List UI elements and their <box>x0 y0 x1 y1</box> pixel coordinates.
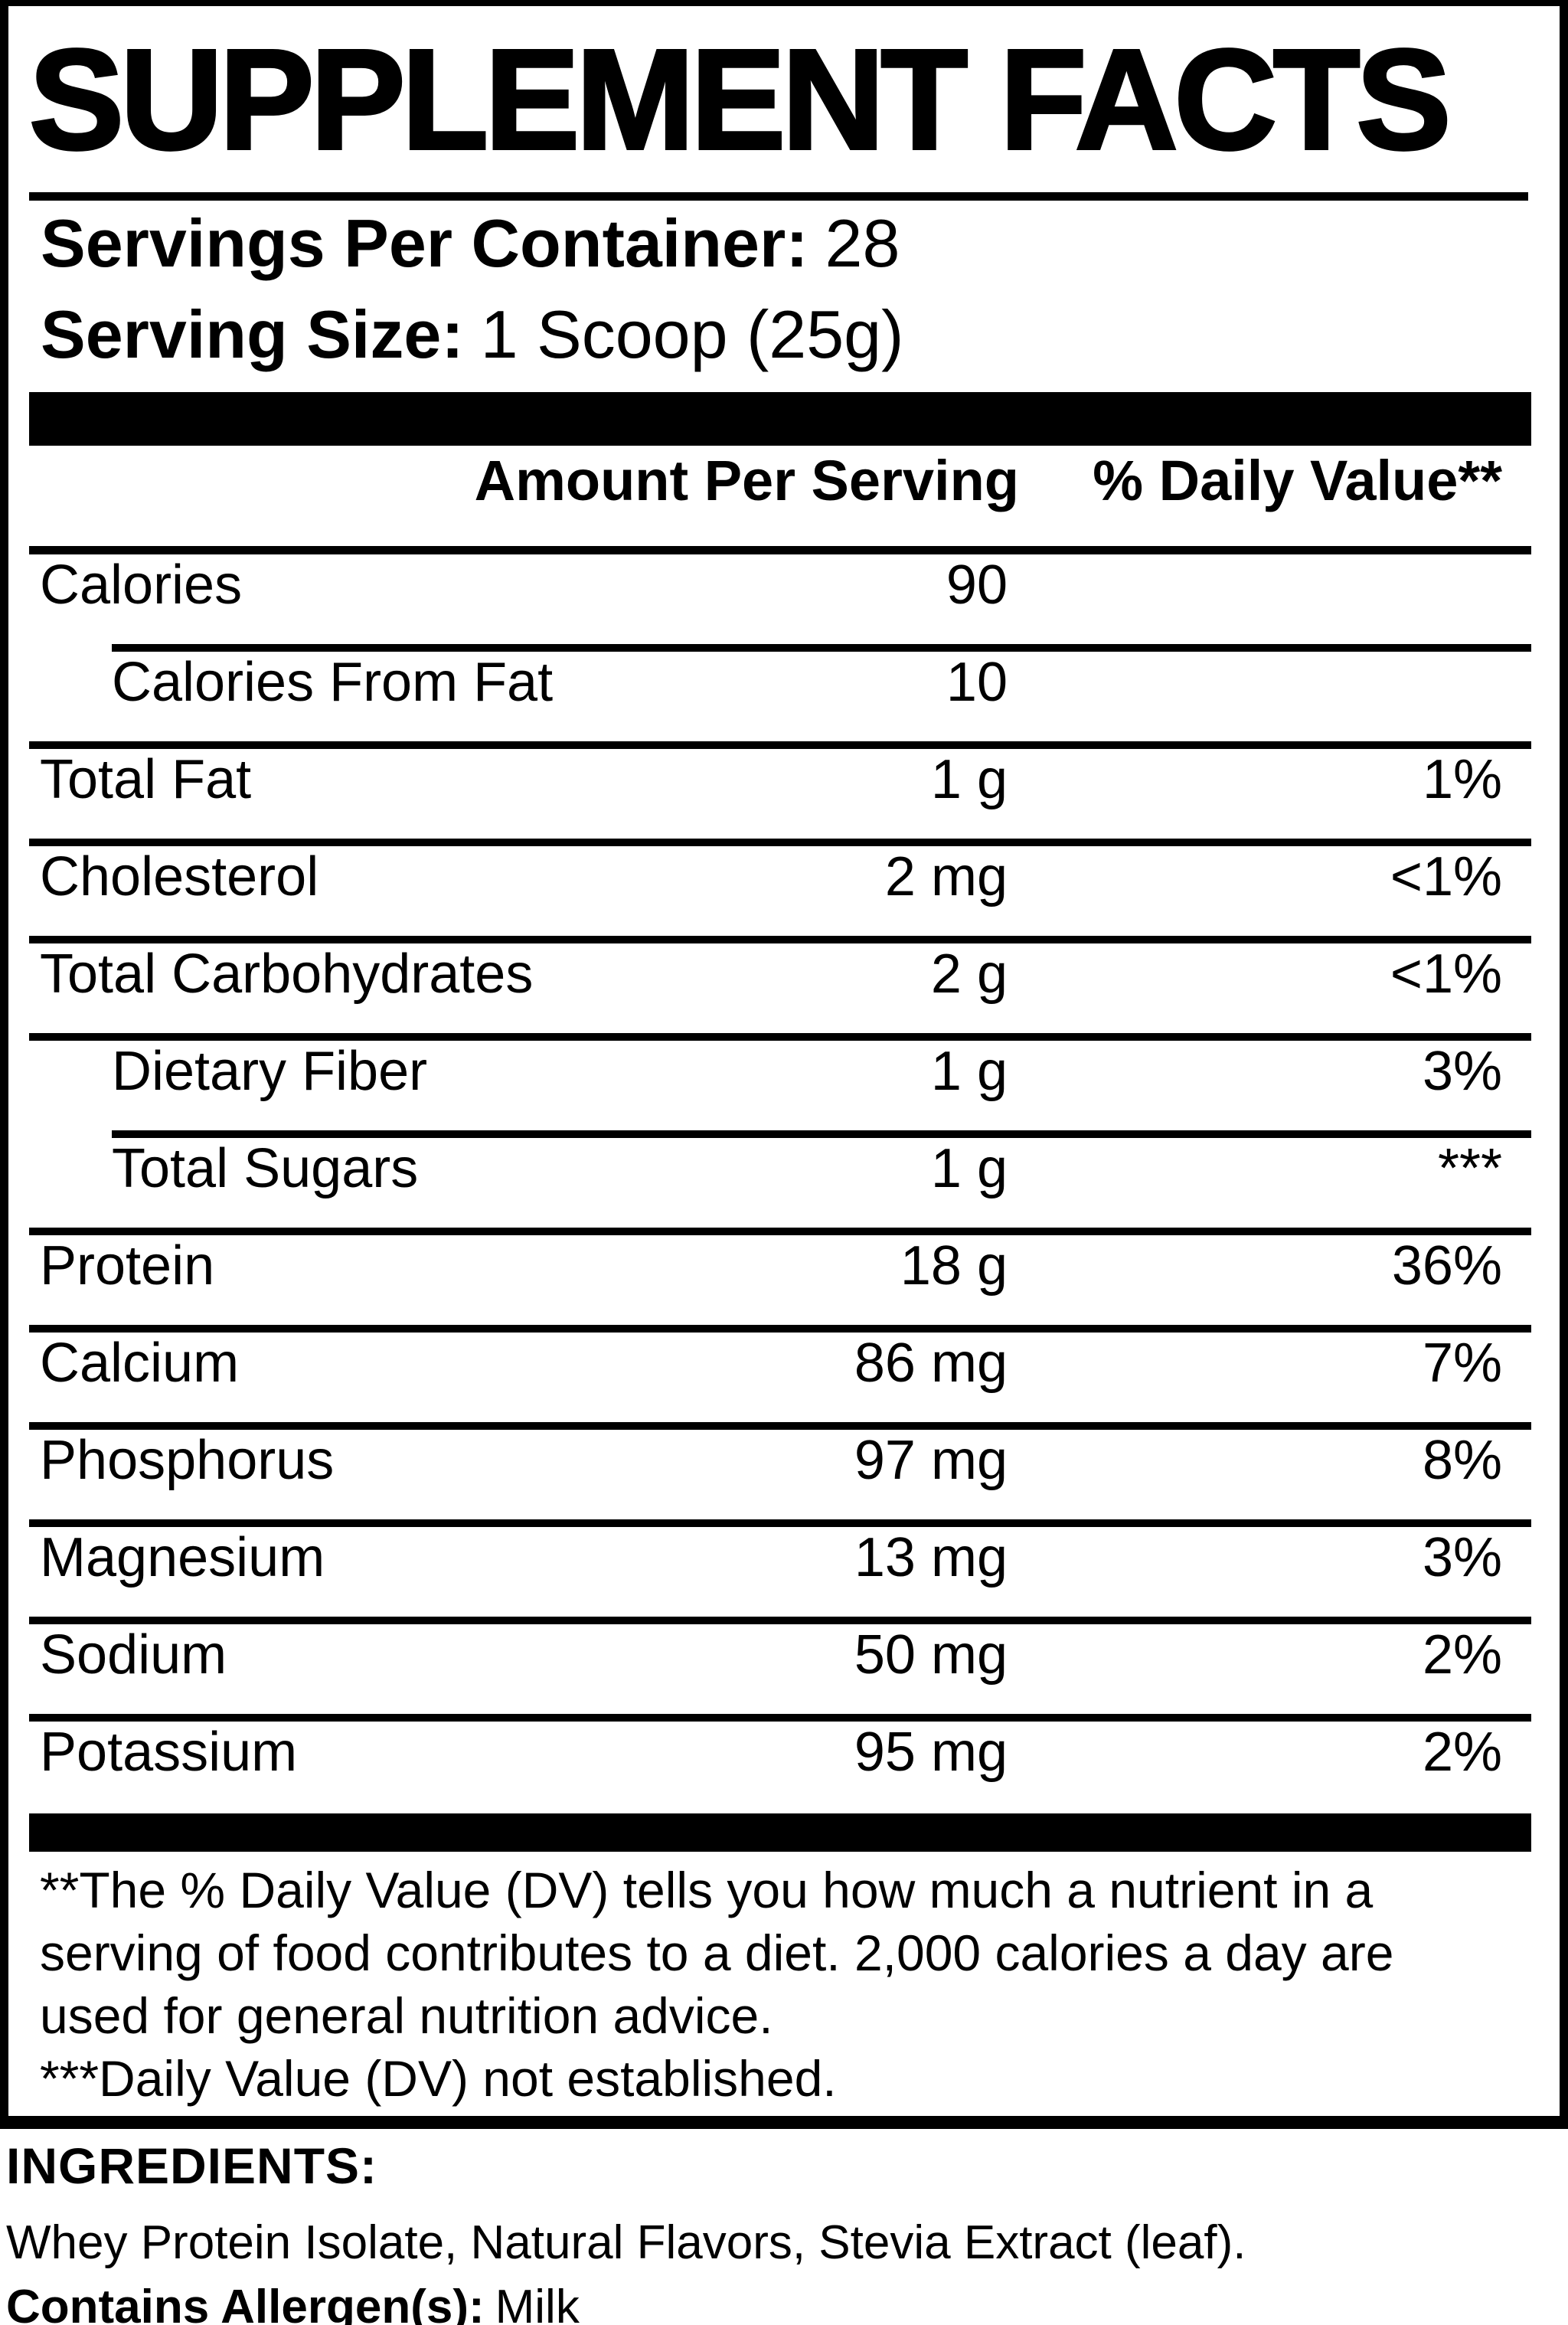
nutrient-label: Total Carbohydrates <box>40 943 534 1005</box>
daily-value-footnote: **The % Daily Value (DV) tells you how m… <box>40 1859 1521 2110</box>
nutrient-amount: 13 mg <box>854 1527 1008 1588</box>
table-header-row: Amount Per Serving % Daily Value** <box>29 450 1531 523</box>
nutrient-amount: 1 g <box>930 1041 1008 1102</box>
serving-size-line: Serving Size: 1 Scoop (25g) <box>41 301 1531 368</box>
nutrient-label: Cholesterol <box>40 846 319 907</box>
nutrient-label: Sodium <box>40 1624 227 1686</box>
row-divider <box>29 1714 1531 1722</box>
servings-per-container-value: 28 <box>825 205 900 281</box>
table-row-calories-from-fat: Calories From Fat 10 <box>29 652 1531 741</box>
table-row-calories: Calories 90 <box>29 554 1531 644</box>
nutrient-amount: 10 <box>946 652 1008 713</box>
nutrient-label: Phosphorus <box>40 1430 335 1491</box>
footnote-line: used for general nutrition advice. <box>40 1987 773 2044</box>
nutrient-amount: 18 g <box>900 1235 1008 1297</box>
panel-title: SUPPLEMENT FACTS <box>28 21 1452 179</box>
nutrient-label: Dietary Fiber <box>112 1041 428 1102</box>
nutrient-label: Calories <box>40 554 243 616</box>
table-row-total-sugars: Total Sugars 1 g *** <box>29 1138 1531 1228</box>
table-row-total-carbohydrates: Total Carbohydrates 2 g <1% <box>29 943 1531 1033</box>
supplement-facts-panel: SUPPLEMENT FACTS Servings Per Container:… <box>0 0 1568 2129</box>
ingredients-section: INGREDIENTS: Whey Protein Isolate, Natur… <box>6 2140 1537 2325</box>
nutrient-amount: 2 mg <box>884 846 1008 907</box>
section-separator-bar-top <box>29 392 1531 446</box>
table-row-total-fat: Total Fat 1 g 1% <box>29 749 1531 839</box>
row-divider <box>29 839 1531 846</box>
nutrient-daily-value: 3% <box>1422 1041 1502 1102</box>
table-row-protein: Protein 18 g 36% <box>29 1235 1531 1325</box>
row-divider <box>29 741 1531 749</box>
nutrient-amount: 90 <box>946 554 1008 616</box>
row-divider <box>112 1130 1531 1138</box>
nutrient-daily-value: *** <box>1437 1138 1502 1199</box>
title-divider <box>29 192 1528 201</box>
servings-per-container-line: Servings Per Container: 28 <box>41 210 1531 277</box>
nutrient-daily-value: 1% <box>1422 749 1502 810</box>
nutrient-daily-value: <1% <box>1390 846 1502 907</box>
allergen-value: Milk <box>495 2281 580 2325</box>
footnote-line: ***Daily Value (DV) not established. <box>40 2050 837 2107</box>
row-divider <box>29 936 1531 943</box>
header-divider <box>29 546 1531 554</box>
nutrient-amount: 86 mg <box>854 1333 1008 1394</box>
row-divider <box>29 1033 1531 1041</box>
nutrient-amount: 2 g <box>930 943 1008 1005</box>
row-divider <box>29 1325 1531 1333</box>
footnote-line: serving of food contributes to a diet. 2… <box>40 1924 1394 1981</box>
table-row-potassium: Potassium 95 mg 2% <box>29 1722 1531 1811</box>
table-row-sodium: Sodium 50 mg 2% <box>29 1624 1531 1714</box>
nutrient-label: Protein <box>40 1235 215 1297</box>
row-divider <box>29 1617 1531 1624</box>
servings-per-container-label: Servings Per Container: <box>41 205 808 281</box>
serving-size-value: 1 Scoop (25g) <box>480 296 904 372</box>
row-divider <box>29 1519 1531 1527</box>
nutrient-amount: 1 g <box>930 749 1008 810</box>
ingredients-heading: INGREDIENTS: <box>6 2137 378 2194</box>
nutrient-daily-value: 8% <box>1422 1430 1502 1491</box>
ingredients-list: Whey Protein Isolate, Natural Flavors, S… <box>6 2216 1246 2269</box>
nutrient-label: Total Fat <box>40 749 252 810</box>
table-row-calcium: Calcium 86 mg 7% <box>29 1333 1531 1422</box>
nutrient-amount: 95 mg <box>854 1722 1008 1783</box>
nutrient-label: Calcium <box>40 1333 240 1394</box>
row-divider <box>29 1422 1531 1430</box>
nutrient-daily-value: 3% <box>1422 1527 1502 1588</box>
nutrient-amount: 1 g <box>930 1138 1008 1199</box>
nutrient-table: Calories 90 Calories From Fat 10 Total F… <box>29 554 1531 1811</box>
table-row-cholesterol: Cholesterol 2 mg <1% <box>29 846 1531 936</box>
nutrient-label: Total Sugars <box>112 1138 419 1199</box>
row-divider <box>29 1228 1531 1235</box>
nutrient-label: Calories From Fat <box>112 652 554 713</box>
table-row-dietary-fiber: Dietary Fiber 1 g 3% <box>29 1041 1531 1130</box>
nutrient-daily-value: <1% <box>1390 943 1502 1005</box>
nutrient-daily-value: 7% <box>1422 1333 1502 1394</box>
table-row-phosphorus: Phosphorus 97 mg 8% <box>29 1430 1531 1519</box>
footnote-line: **The % Daily Value (DV) tells you how m… <box>40 1862 1374 1918</box>
nutrient-amount: 50 mg <box>854 1624 1008 1686</box>
daily-value-header: % Daily Value** <box>1093 449 1502 512</box>
amount-per-serving-header: Amount Per Serving <box>474 449 1019 512</box>
serving-size-label: Serving Size: <box>41 296 464 372</box>
allergen-label: Contains Allergen(s): <box>6 2281 485 2325</box>
row-divider <box>112 644 1531 652</box>
nutrient-label: Magnesium <box>40 1527 325 1588</box>
allergen-line: Contains Allergen(s): Milk <box>6 2283 1537 2325</box>
nutrient-amount: 97 mg <box>854 1430 1008 1491</box>
section-separator-bar-bottom <box>29 1813 1531 1852</box>
table-row-magnesium: Magnesium 13 mg 3% <box>29 1527 1531 1617</box>
nutrient-label: Potassium <box>40 1722 298 1783</box>
nutrient-daily-value: 2% <box>1422 1624 1502 1686</box>
nutrient-daily-value: 2% <box>1422 1722 1502 1783</box>
nutrient-daily-value: 36% <box>1391 1235 1502 1297</box>
